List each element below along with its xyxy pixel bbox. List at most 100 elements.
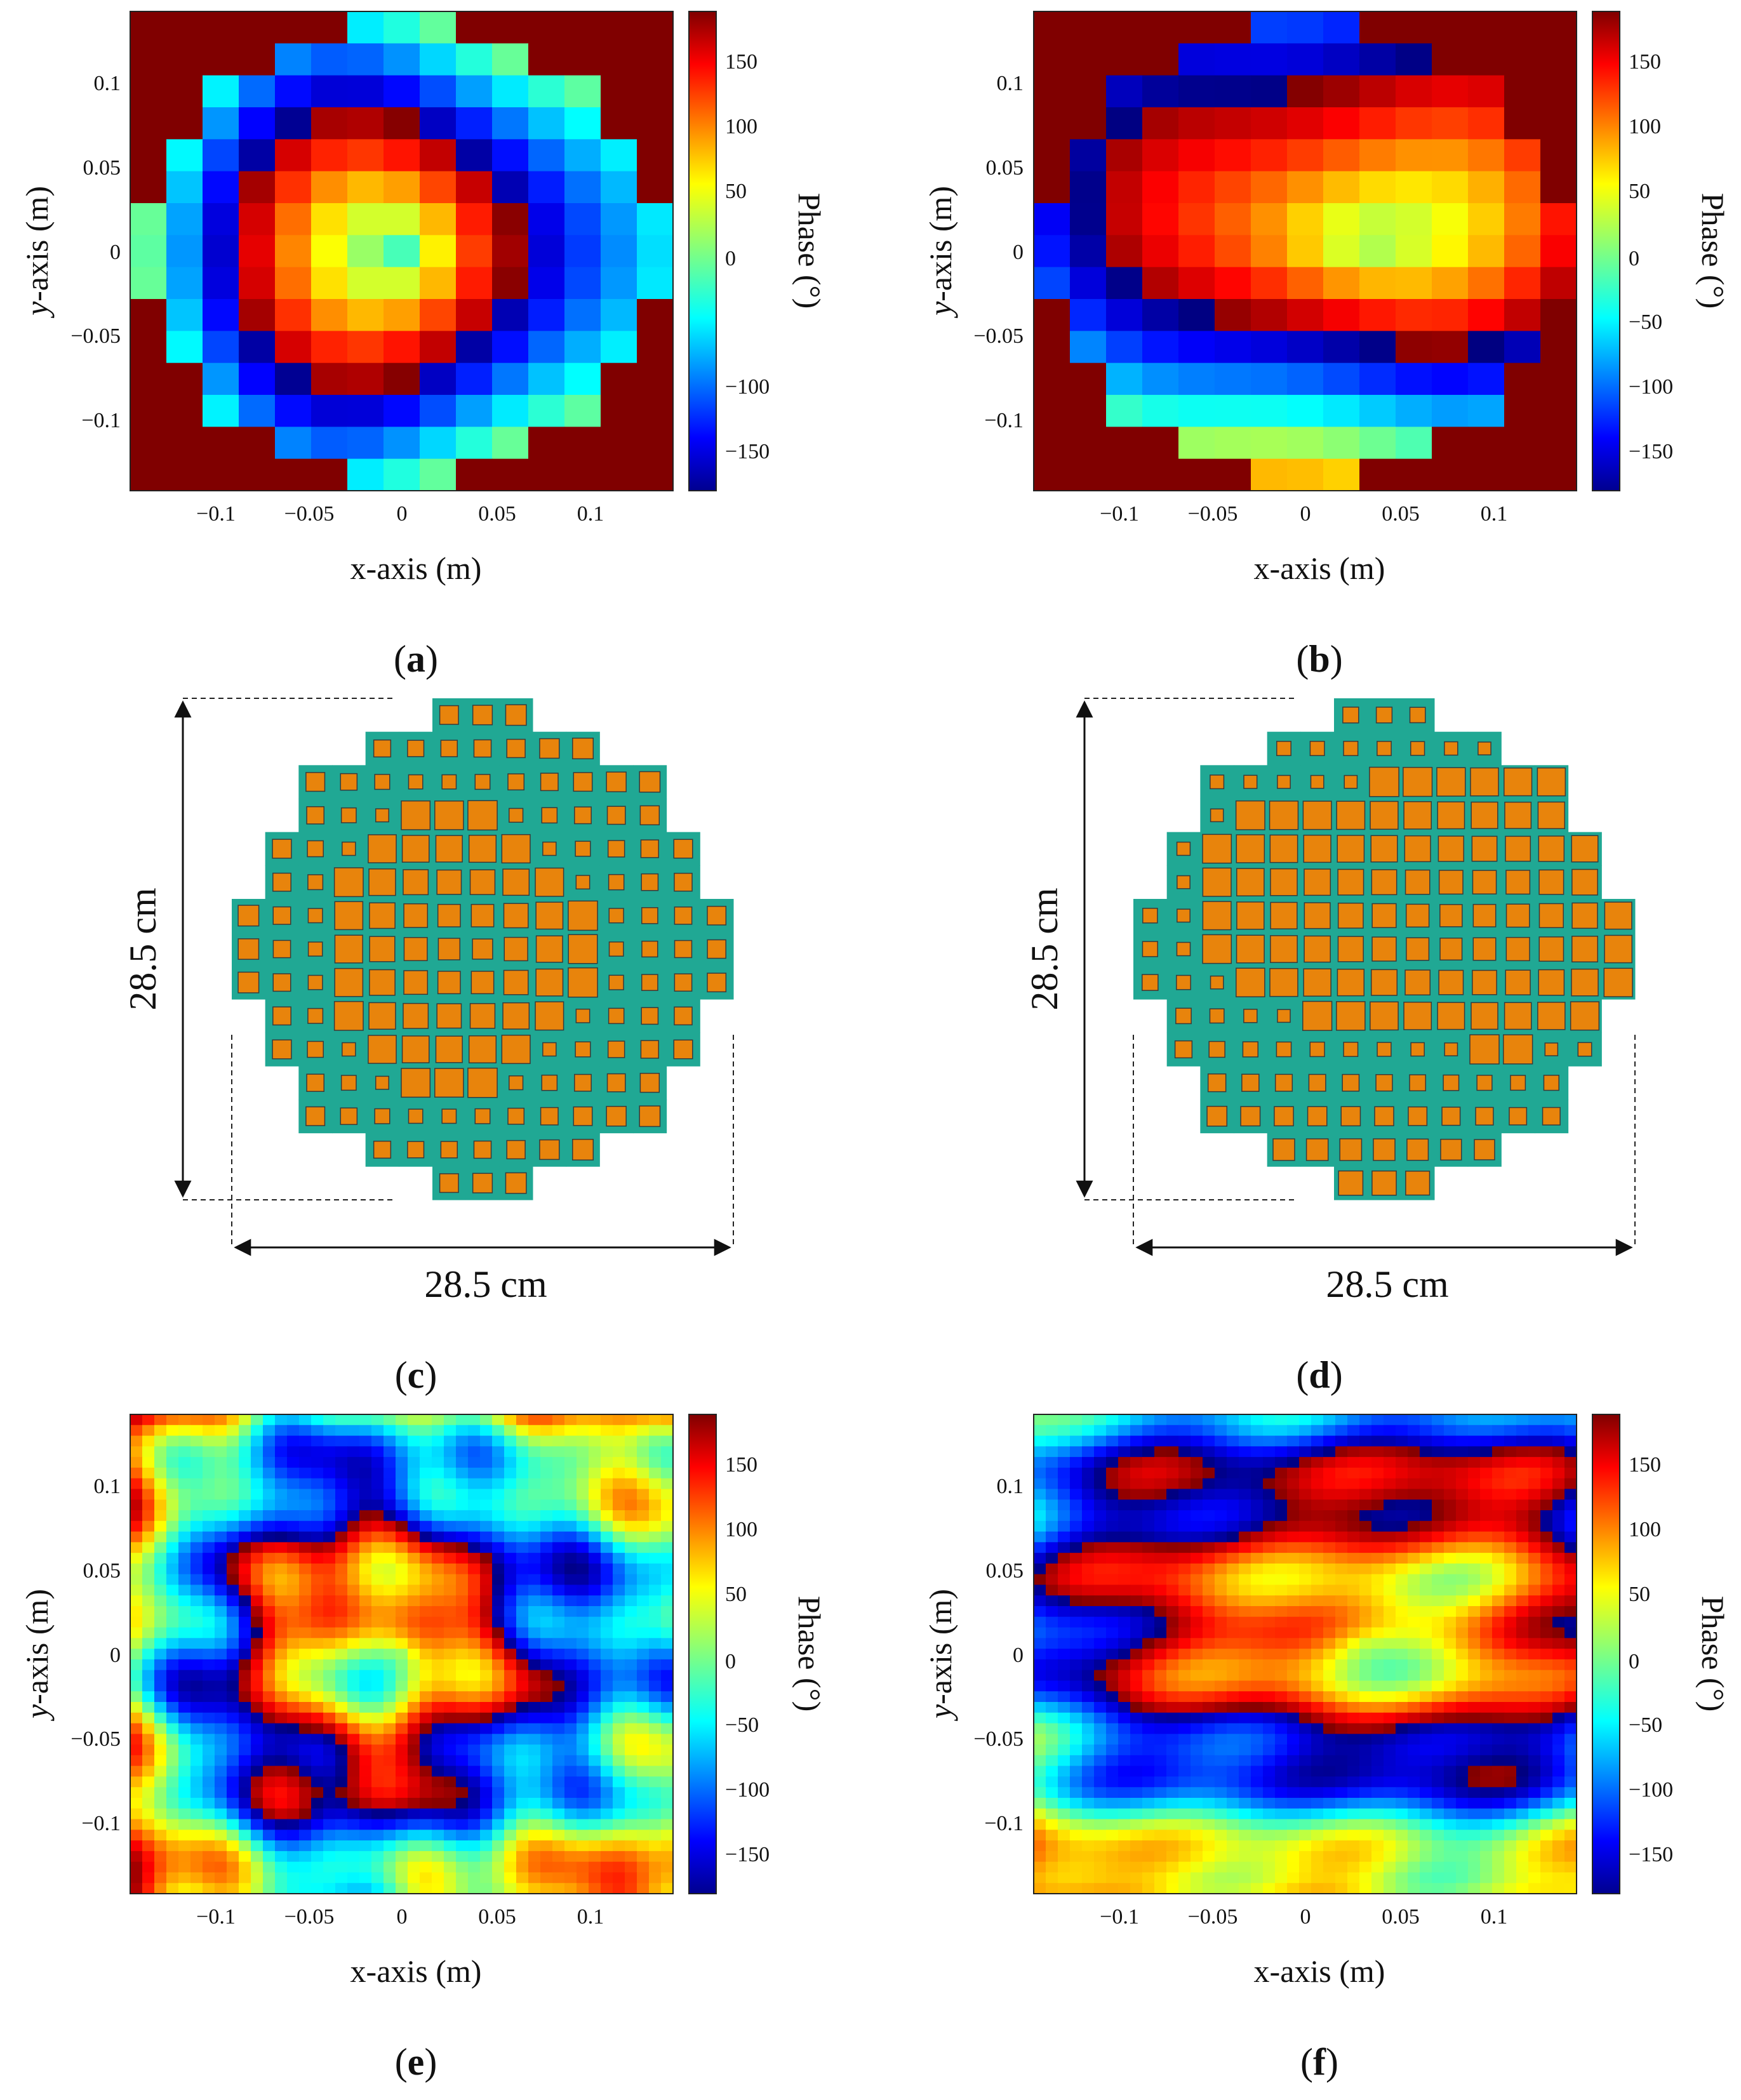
heatmap-cell: [1335, 1638, 1348, 1649]
heatmap-cell: [1335, 1510, 1348, 1522]
heatmap-cell: [263, 1574, 276, 1586]
heatmap-cell: [1191, 1680, 1203, 1692]
heatmap-cell: [1130, 1467, 1143, 1479]
heatmap-cell: [359, 1649, 372, 1660]
heatmap-cell: [661, 1499, 674, 1511]
heatmap-cell: [649, 1606, 662, 1618]
heatmap-cell: [1287, 1755, 1300, 1767]
heatmap-cell: [227, 1446, 239, 1458]
heatmap-cell: [359, 1765, 372, 1778]
heatmap-cell: [239, 1627, 251, 1638]
heatmap-cell: [299, 1830, 312, 1841]
heatmap-cell: [299, 1787, 312, 1798]
heatmap-cell: [396, 1702, 408, 1713]
heatmap-cell: [613, 1553, 625, 1564]
heatmap-cell: [1335, 1649, 1348, 1660]
heatmap-cell: [178, 1670, 191, 1682]
heatmap-cell: [299, 1712, 312, 1724]
heatmap-cell: [384, 1478, 396, 1490]
patch-element: [501, 834, 531, 864]
heatmap-cell: [1239, 1425, 1251, 1437]
heatmap-cell: [1323, 1553, 1336, 1564]
heatmap-cell: [154, 1659, 167, 1671]
heatmap-cell: [1082, 1649, 1095, 1660]
heatmap-cell: [166, 1808, 179, 1820]
heatmap-cell: [492, 395, 529, 427]
heatmap-cell: [1299, 1606, 1312, 1618]
heatmap-cell: [1564, 1712, 1577, 1724]
heatmap-cell: [371, 1840, 384, 1852]
heatmap-cell: [1178, 1649, 1191, 1660]
heatmap-cell: [275, 11, 312, 44]
heatmap-cell: [1408, 1649, 1420, 1660]
heatmap-cell: [1227, 1808, 1239, 1820]
heatmap-cell: [1540, 1414, 1553, 1426]
patch-element: [403, 869, 429, 896]
heatmap-cell: [492, 1574, 505, 1586]
heatmap-cell: [142, 1734, 155, 1745]
heatmap-cell: [504, 1776, 517, 1788]
heatmap-cell: [504, 1744, 517, 1756]
heatmap-cell: [396, 1542, 408, 1553]
heatmap-cell: [1130, 1531, 1143, 1543]
heatmap-cell: [516, 1467, 529, 1479]
cbar-tick-label: 100: [725, 1518, 757, 1541]
heatmap-cell: [1239, 1510, 1251, 1522]
heatmap-cell: [1215, 1744, 1227, 1756]
heatmap-cell: [420, 299, 457, 331]
patch-element: [1303, 968, 1331, 997]
heatmap-cell: [456, 43, 493, 76]
heatmap-cell: [1564, 1435, 1577, 1447]
heatmap-cell: [1444, 1467, 1457, 1479]
heatmap-cell: [1504, 1606, 1517, 1618]
heatmap-cell: [384, 1627, 396, 1638]
heatmap-cell: [1046, 1659, 1058, 1671]
heatmap-cell: [1468, 235, 1505, 268]
heatmap-cell: [1480, 1680, 1493, 1692]
heatmap-cell: [1552, 1553, 1565, 1564]
heatmap-cell: [335, 1574, 348, 1586]
heatmap-cell: [1432, 1755, 1444, 1767]
heatmap-cell: [130, 331, 167, 364]
heatmap-cell: [432, 1414, 444, 1426]
heatmap-cell: [1154, 1765, 1167, 1778]
heatmap-cell: [371, 1638, 384, 1649]
heatmap-cell: [190, 1616, 203, 1628]
heatmap-cell: [275, 1542, 288, 1553]
heatmap-cell: [335, 1649, 348, 1660]
heatmap-cell: [601, 1776, 613, 1788]
heatmap-cell: [1070, 395, 1107, 427]
heatmap-cell: [1275, 1595, 1288, 1607]
heatmap-cell: [1166, 1659, 1179, 1671]
heatmap-cell: [1359, 395, 1396, 427]
heatmap-cell: [323, 1830, 336, 1841]
heatmap-cell: [1323, 395, 1360, 427]
heatmap-cell: [480, 1531, 493, 1543]
heatmap-cell: [492, 1787, 505, 1798]
heatmap-cell: [130, 1510, 143, 1522]
heatmap-cell: [408, 1883, 420, 1894]
heatmap-cell: [408, 1765, 420, 1778]
panel-a-colorbar: 150 100 50 0 −100 −150 Phase (°): [688, 11, 827, 491]
heatmap-cell: [1166, 1744, 1179, 1756]
heatmap-cell: [420, 171, 457, 204]
heatmap-cell: [649, 1467, 662, 1479]
patch-element: [470, 971, 495, 995]
heatmap-cell: [203, 1531, 215, 1543]
heatmap-cell: [190, 1585, 203, 1596]
heatmap-cell: [613, 1755, 625, 1767]
heatmap-cell: [1191, 1808, 1203, 1820]
heatmap-cell: [311, 331, 348, 364]
heatmap-cell: [1215, 1702, 1227, 1713]
patch-element: [1469, 1034, 1500, 1065]
heatmap-cell: [492, 1649, 505, 1660]
heatmap-cell: [1540, 427, 1577, 460]
heatmap-cell: [384, 1467, 396, 1479]
heatmap-cell: [1154, 1744, 1167, 1756]
heatmap-cell: [420, 1638, 432, 1649]
heatmap-cell: [1408, 1616, 1420, 1628]
heatmap-cell: [203, 1457, 215, 1468]
heatmap-cell: [1359, 1563, 1372, 1575]
heatmap-cell: [540, 1755, 553, 1767]
heatmap-cell: [504, 1691, 517, 1703]
